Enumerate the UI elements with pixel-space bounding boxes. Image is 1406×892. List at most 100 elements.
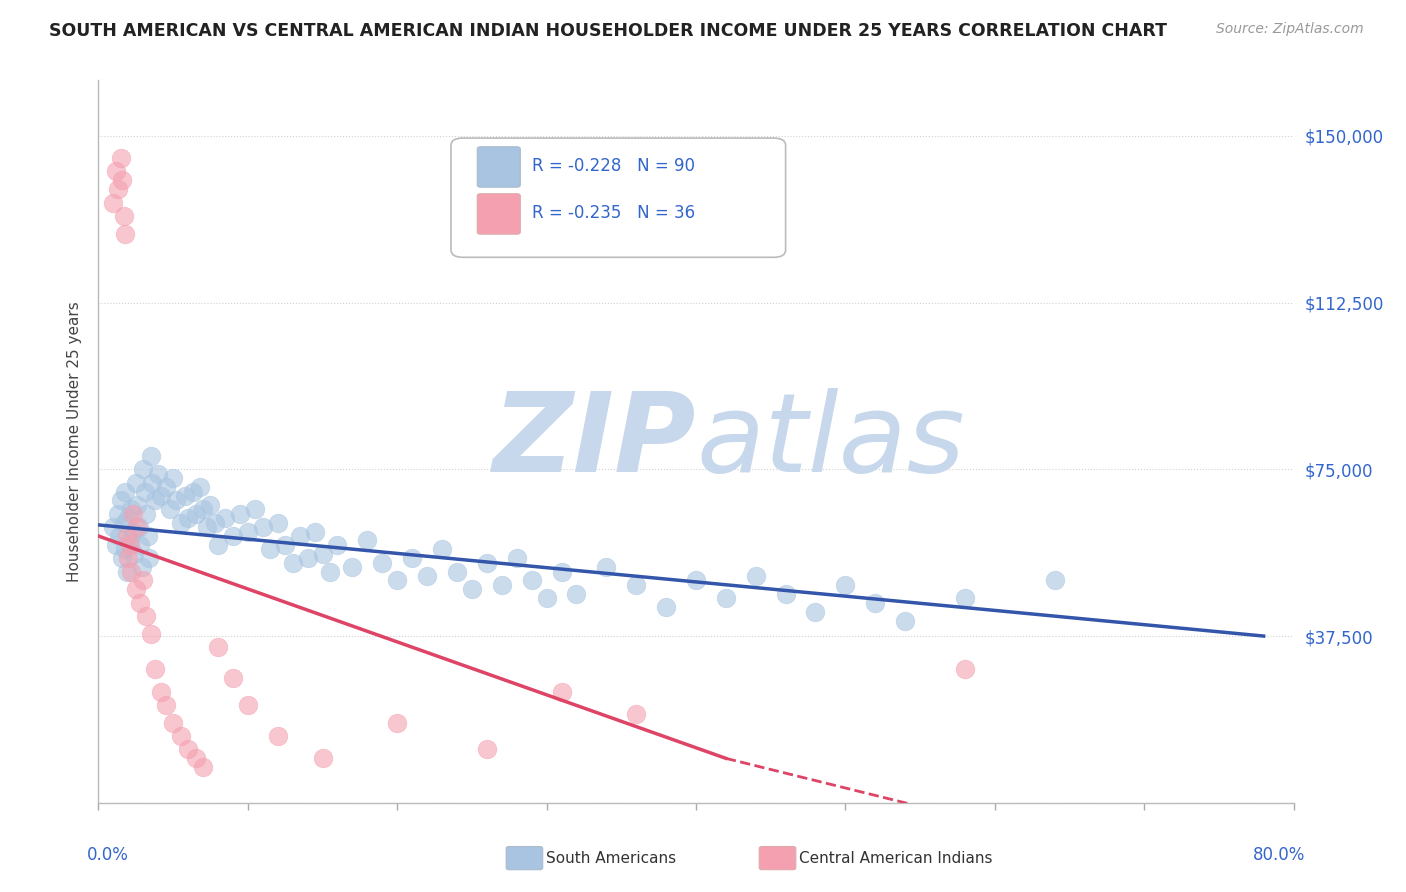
Point [252, 520, 274, 534]
Point [162, 715, 184, 730]
Y-axis label: Householder Income Under 25 years: Householder Income Under 25 years [66, 301, 82, 582]
Point [236, 524, 259, 539]
Point [134, 484, 156, 499]
Text: South Americans: South Americans [546, 851, 676, 865]
Point [135, 609, 157, 624]
Point [953, 591, 976, 606]
Point [191, 760, 214, 774]
Point [129, 538, 152, 552]
Text: ZIP: ZIP [492, 388, 696, 495]
Point [356, 533, 378, 548]
Point [162, 471, 184, 485]
Point [110, 493, 132, 508]
Point [385, 715, 409, 730]
Text: atlas: atlas [696, 388, 965, 495]
Point [714, 591, 737, 606]
Point [281, 556, 304, 570]
Point [475, 556, 498, 570]
Point [124, 547, 146, 561]
Point [430, 542, 453, 557]
Point [804, 605, 827, 619]
Point [385, 574, 409, 588]
Text: 0.0%: 0.0% [87, 847, 128, 864]
Point [155, 480, 177, 494]
Point [128, 520, 150, 534]
Point [207, 538, 229, 552]
Point [115, 565, 138, 579]
Point [245, 502, 267, 516]
Point [191, 502, 214, 516]
Point [288, 529, 311, 543]
Point [105, 164, 128, 178]
Point [326, 538, 349, 552]
Point [342, 560, 364, 574]
Text: SOUTH AMERICAN VS CENTRAL AMERICAN INDIAN HOUSEHOLDER INCOME UNDER 25 YEARS CORR: SOUTH AMERICAN VS CENTRAL AMERICAN INDIA… [49, 22, 1167, 40]
Point [118, 538, 141, 552]
Point [207, 640, 229, 655]
Point [1043, 574, 1066, 588]
Point [127, 520, 149, 534]
Point [304, 524, 326, 539]
Point [143, 662, 166, 676]
Point [267, 516, 290, 530]
Point [114, 227, 136, 241]
Point [139, 449, 162, 463]
Point [165, 493, 187, 508]
Point [177, 511, 200, 525]
Point [311, 547, 333, 561]
Text: R = -0.235   N = 36: R = -0.235 N = 36 [533, 203, 696, 221]
Point [117, 511, 139, 525]
Point [236, 698, 259, 712]
Point [114, 484, 136, 499]
Point [229, 507, 252, 521]
Point [188, 480, 211, 494]
Point [311, 751, 333, 765]
Point [184, 751, 207, 765]
Point [475, 742, 498, 756]
Point [274, 538, 297, 552]
Point [155, 698, 177, 712]
Point [112, 516, 135, 530]
Point [169, 729, 191, 743]
Point [197, 520, 219, 534]
Point [371, 556, 394, 570]
FancyBboxPatch shape [477, 194, 520, 235]
Point [491, 578, 513, 592]
Point [595, 560, 617, 574]
Point [159, 502, 181, 516]
Point [550, 684, 572, 698]
Point [132, 462, 155, 476]
Point [550, 565, 572, 579]
Point [685, 574, 707, 588]
Point [626, 578, 648, 592]
Point [112, 209, 135, 223]
Point [184, 507, 207, 521]
Point [110, 151, 132, 165]
Point [259, 542, 281, 557]
Point [132, 574, 155, 588]
Point [506, 551, 529, 566]
Point [107, 182, 129, 196]
Point [834, 578, 856, 592]
Point [775, 587, 797, 601]
Text: R = -0.228   N = 90: R = -0.228 N = 90 [533, 156, 695, 175]
Point [138, 551, 160, 566]
Point [953, 662, 976, 676]
Point [129, 596, 152, 610]
Point [118, 533, 141, 548]
Point [135, 507, 157, 521]
Point [141, 475, 163, 490]
Point [894, 614, 917, 628]
Point [267, 729, 290, 743]
Point [117, 551, 139, 566]
Point [204, 516, 226, 530]
Text: Source: ZipAtlas.com: Source: ZipAtlas.com [1216, 22, 1364, 37]
Point [181, 484, 204, 499]
Point [169, 516, 191, 530]
Point [222, 529, 245, 543]
Point [115, 529, 138, 543]
Point [214, 511, 236, 525]
Point [565, 587, 588, 601]
Point [131, 560, 153, 574]
Point [143, 493, 166, 508]
